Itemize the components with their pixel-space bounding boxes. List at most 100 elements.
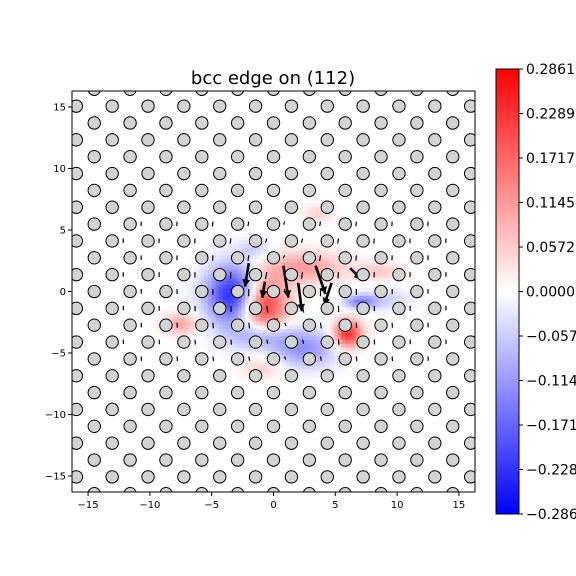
atom — [482, 488, 494, 500]
heat-cell — [282, 280, 287, 285]
atom — [87, 183, 101, 198]
heat-cell — [385, 254, 391, 259]
heat-cell — [245, 243, 250, 248]
heat-cell — [397, 258, 402, 263]
heat-cell — [352, 247, 357, 252]
heat-cell — [397, 295, 402, 300]
heat-cell — [267, 243, 272, 248]
heat-cell — [348, 302, 354, 307]
heat-cell — [397, 265, 402, 270]
heat-cell — [196, 273, 202, 278]
heat-cell — [259, 324, 265, 329]
heat-cell — [337, 339, 343, 344]
heat-cell — [341, 346, 346, 352]
heat-cell — [308, 372, 313, 377]
heat-cell — [319, 258, 324, 263]
heat-cell — [311, 376, 317, 381]
heat-cell — [300, 243, 306, 248]
heat-cell — [189, 280, 194, 285]
heat-cell — [293, 313, 298, 318]
heat-cell — [207, 250, 213, 256]
heat-cell — [167, 309, 172, 315]
colorbar-tick-label: −0.2861 — [526, 507, 576, 523]
heat-cell — [289, 361, 294, 366]
heat-cell — [230, 269, 235, 274]
heat-cell — [263, 346, 268, 352]
heat-cell — [315, 291, 320, 296]
heat-cell — [230, 276, 235, 282]
heat-cell — [289, 250, 294, 256]
heat-cell — [371, 335, 376, 341]
heat-cell — [300, 250, 306, 256]
heat-cell — [289, 284, 294, 289]
heat-cell — [360, 265, 365, 270]
heat-cell — [397, 291, 402, 296]
heat-cell — [289, 354, 294, 359]
heat-cell — [259, 357, 265, 363]
heat-cell — [296, 321, 302, 326]
atom — [230, 183, 245, 198]
heat-cell — [189, 291, 194, 296]
atom — [428, 402, 442, 417]
heat-cell — [334, 202, 339, 208]
heat-cell — [207, 243, 213, 248]
heat-cell — [345, 247, 350, 252]
heat-cell — [278, 261, 283, 267]
atom — [482, 454, 494, 466]
displacement-arrow-small — [283, 221, 286, 225]
heat-cell — [241, 302, 246, 307]
heat-cell — [263, 328, 268, 333]
heat-cell — [189, 265, 194, 270]
heat-cell — [300, 258, 306, 263]
heat-cell — [233, 343, 239, 348]
heat-cell — [352, 306, 357, 311]
atom — [266, 385, 281, 400]
heat-cell — [185, 265, 191, 270]
heat-cell — [389, 298, 395, 304]
heat-cell — [271, 368, 276, 374]
heat-cell — [245, 350, 250, 355]
atom — [356, 369, 370, 383]
heat-cell — [289, 357, 294, 363]
atom — [195, 116, 209, 130]
heat-cell — [263, 313, 268, 318]
heat-cell — [304, 239, 309, 245]
heat-cell — [352, 317, 357, 322]
heat-cell — [311, 210, 317, 215]
heat-cell — [300, 361, 306, 366]
heat-cell — [193, 328, 198, 333]
atom — [52, 454, 64, 466]
atom — [52, 252, 64, 264]
displacement-arrow-small — [337, 238, 339, 244]
heat-cell — [245, 339, 250, 344]
heat-cell — [330, 313, 335, 318]
heat-cell — [267, 339, 272, 344]
heat-cell — [207, 313, 213, 318]
atom — [195, 217, 209, 231]
heat-cell — [256, 365, 261, 370]
atom — [87, 352, 101, 366]
displacement-arrow-small — [211, 221, 214, 227]
atom — [248, 470, 263, 484]
heat-cell — [256, 324, 261, 329]
heat-cell — [248, 380, 254, 385]
heat-cell — [259, 269, 265, 274]
heat-cell — [226, 343, 231, 348]
heat-cell — [156, 313, 161, 318]
heat-cell — [334, 247, 339, 252]
atom — [230, 217, 245, 231]
atom — [446, 251, 460, 265]
atom — [52, 488, 64, 500]
atom — [463, 369, 475, 383]
heat-cell — [296, 243, 302, 248]
heat-cell — [263, 236, 268, 241]
heat-cell — [334, 239, 339, 245]
heat-cell — [360, 317, 365, 322]
heat-cell — [204, 306, 209, 311]
heat-cell — [308, 302, 313, 307]
heat-cell — [222, 324, 228, 329]
heat-cell — [237, 273, 242, 278]
heat-cell — [230, 302, 235, 307]
heat-cell — [341, 243, 346, 248]
heat-cell — [271, 265, 276, 270]
